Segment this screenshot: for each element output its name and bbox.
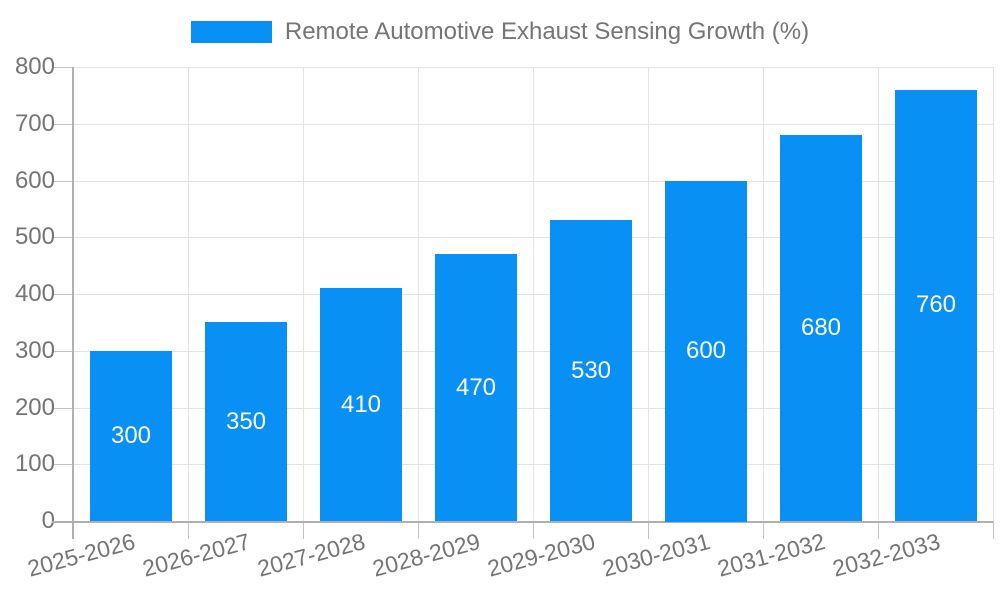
x-tick xyxy=(878,521,879,539)
x-tick xyxy=(763,521,764,539)
y-tick-label: 100 xyxy=(14,450,55,477)
x-tick xyxy=(993,521,994,539)
x-tick xyxy=(303,521,304,539)
x-gridline xyxy=(418,67,419,521)
x-gridline xyxy=(763,67,764,521)
x-tick xyxy=(533,521,534,539)
x-gridline xyxy=(188,67,189,521)
bar-2031-2032[interactable] xyxy=(780,135,862,521)
y-tick xyxy=(52,464,73,465)
x-tick-label: 2029-2030 xyxy=(484,528,598,582)
y-tick-label: 400 xyxy=(14,280,55,307)
x-tick-label: 2026-2027 xyxy=(139,528,253,582)
bar-value-label: 410 xyxy=(340,391,382,418)
x-tick xyxy=(648,521,649,539)
x-tick-label: 2028-2029 xyxy=(369,528,483,582)
x-tick-label: 2032-2033 xyxy=(829,528,943,582)
y-tick-label: 700 xyxy=(14,110,55,137)
legend[interactable]: Remote Automotive Exhaust Sensing Growth… xyxy=(0,18,1000,46)
y-tick xyxy=(52,124,73,125)
x-gridline xyxy=(648,67,649,521)
x-tick-label: 2027-2028 xyxy=(254,528,368,582)
bar-value-label: 600 xyxy=(685,337,727,364)
y-tick xyxy=(52,181,73,182)
x-tick xyxy=(418,521,419,539)
bar-value-label: 530 xyxy=(570,357,612,384)
x-tick xyxy=(188,521,189,539)
bar-value-label: 760 xyxy=(915,291,957,318)
x-gridline xyxy=(533,67,534,521)
bar-2029-2030[interactable] xyxy=(550,220,632,521)
x-tick-label: 2030-2031 xyxy=(599,528,713,582)
bar-value-label: 300 xyxy=(110,422,152,449)
x-axis xyxy=(52,521,993,523)
y-tick-label: 200 xyxy=(14,394,55,421)
x-gridline xyxy=(303,67,304,521)
y-tick-label: 0 xyxy=(41,507,55,534)
y-tick-label: 500 xyxy=(14,223,55,250)
x-tick-label: 2025-2026 xyxy=(24,528,138,582)
bar-2025-2026[interactable] xyxy=(90,351,172,521)
bar-2032-2033[interactable] xyxy=(895,90,977,521)
y-tick xyxy=(52,351,73,352)
bar-2027-2028[interactable] xyxy=(320,288,402,521)
y-tick-label: 300 xyxy=(14,337,55,364)
x-gridline xyxy=(993,67,994,521)
x-tick-label: 2031-2032 xyxy=(714,528,828,582)
y-axis xyxy=(72,67,74,539)
y-tick xyxy=(52,408,73,409)
bar-2028-2029[interactable] xyxy=(435,254,517,521)
bar-value-label: 470 xyxy=(455,374,497,401)
legend-label: Remote Automotive Exhaust Sensing Growth… xyxy=(284,18,810,45)
bar-value-label: 350 xyxy=(225,408,267,435)
y-tick xyxy=(52,67,73,68)
bar-2030-2031[interactable] xyxy=(665,181,747,522)
y-tick xyxy=(52,237,73,238)
y-tick xyxy=(52,294,73,295)
legend-swatch[interactable] xyxy=(190,21,272,43)
y-tick-label: 600 xyxy=(14,167,55,194)
bar-2026-2027[interactable] xyxy=(205,322,287,521)
y-tick-label: 800 xyxy=(14,53,55,80)
x-gridline xyxy=(878,67,879,521)
bar-value-label: 680 xyxy=(800,314,842,341)
